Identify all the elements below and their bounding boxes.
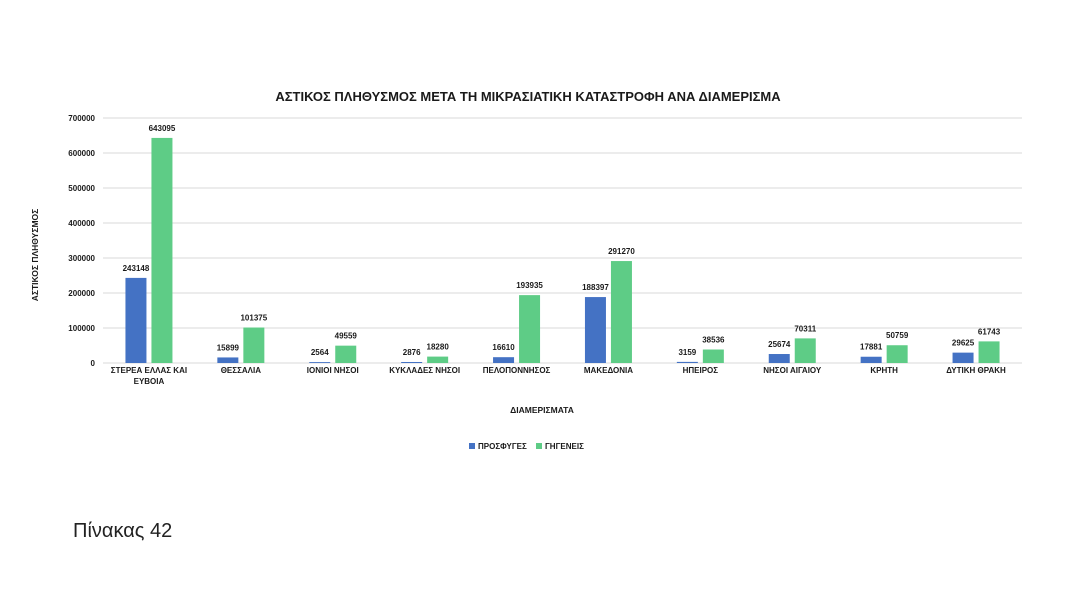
data-label: 2876 xyxy=(403,348,421,357)
bar-natives xyxy=(610,261,632,363)
data-label: 291270 xyxy=(608,247,635,256)
bar-natives xyxy=(335,345,357,363)
y-tick-label: 200000 xyxy=(68,289,95,298)
bars xyxy=(125,137,1000,363)
bar-refugees xyxy=(676,361,698,363)
x-tick-label: ΗΠΕΙΡΟΣ xyxy=(683,366,719,375)
data-label: 188397 xyxy=(582,283,609,292)
data-label: 18280 xyxy=(427,343,450,352)
x-tick-label: ΣΤΕΡΕΑ ΕΛΛΑΣ ΚΑΙ xyxy=(111,366,187,375)
bar-natives xyxy=(978,341,1000,363)
data-labels: 243148 643095 15899 101375 2564 49559 2876 1828… xyxy=(123,124,1001,357)
data-label: 49559 xyxy=(335,332,358,341)
bar-natives xyxy=(427,356,449,363)
legend-swatch xyxy=(469,443,475,449)
y-tick-label: 400000 xyxy=(68,219,95,228)
bar-refugees xyxy=(768,354,790,363)
bar-refugees xyxy=(217,357,239,363)
data-label: 29625 xyxy=(952,339,975,348)
bar-refugees xyxy=(952,352,974,363)
bar-refugees xyxy=(125,277,147,363)
data-label: 243148 xyxy=(123,264,150,273)
data-label: 25674 xyxy=(768,340,791,349)
x-tick-label: ΔΥΤΙΚΗ ΘΡΑΚΗ xyxy=(946,366,1006,375)
y-axis-ticks: 0 100000 200000 300000 400000 500000 600000 700… xyxy=(68,114,95,368)
y-tick-label: 700000 xyxy=(68,114,95,123)
y-tick-label: 0 xyxy=(91,359,96,368)
data-label: 16610 xyxy=(492,343,515,352)
x-tick-label: ΕΥΒΟΙΑ xyxy=(134,377,165,386)
y-axis-title: ΑΣΤΙΚΟΣ ΠΛΗΘΥΣΜΟΣ xyxy=(30,209,40,302)
gridlines xyxy=(103,117,1022,364)
y-tick-label: 600000 xyxy=(68,149,95,158)
bar-natives xyxy=(151,137,173,363)
bar-natives xyxy=(519,295,541,363)
bar-refugees xyxy=(401,361,423,363)
bar-natives xyxy=(243,327,265,363)
x-tick-label: ΚΡΗΤΗ xyxy=(870,366,898,375)
x-axis-title: ΔΙΑΜΕΡΙΣΜΑΤΑ xyxy=(510,405,574,415)
bar-natives xyxy=(886,345,908,363)
data-label: 2564 xyxy=(311,348,329,357)
bar-natives xyxy=(794,338,816,363)
x-axis-ticks: ΣΤΕΡΕΑ ΕΛΛΑΣ ΚΑΙ ΕΥΒΟΙΑ ΘΕΣΣΑΛΙΑ ΙΟΝΙΟΙ ΝΗΣ… xyxy=(111,366,1006,386)
bar-refugees xyxy=(584,297,606,363)
data-label: 70311 xyxy=(794,324,816,333)
data-label: 15899 xyxy=(217,343,240,352)
x-tick-label: ΘΕΣΣΑΛΙΑ xyxy=(221,366,261,375)
legend-label: ΠΡΟΣΦΥΓΕΣ xyxy=(478,442,527,451)
y-tick-label: 100000 xyxy=(68,324,95,333)
y-tick-label: 500000 xyxy=(68,184,95,193)
data-label: 101375 xyxy=(240,314,267,323)
x-tick-label: ΝΗΣΟΙ ΑΙΓΑΙΟΥ xyxy=(763,366,822,375)
data-label: 643095 xyxy=(149,124,176,133)
bar-refugees xyxy=(493,357,515,363)
data-label: 17881 xyxy=(860,343,883,352)
data-label: 50759 xyxy=(886,331,909,340)
data-label: 61743 xyxy=(978,327,1001,336)
bar-refugees xyxy=(860,356,882,363)
y-tick-label: 300000 xyxy=(68,254,95,263)
x-tick-label: ΙΟΝΙΟΙ ΝΗΣΟΙ xyxy=(307,366,359,375)
legend-swatch xyxy=(536,443,542,449)
x-tick-label: ΜΑΚΕΔΟΝΙΑ xyxy=(584,366,633,375)
data-label: 38536 xyxy=(702,336,725,345)
x-tick-label: ΠΕΛΟΠΟΝΝΗΣΟΣ xyxy=(483,366,551,375)
bar-natives xyxy=(702,349,724,363)
caption: Πίνακας 42 xyxy=(73,520,173,542)
chart-title: ΑΣΤΙΚΟΣ ΠΛΗΘΥΣΜΟΣ ΜΕΤΑ ΤΗ ΜΙΚΡΑΣΙΑΤΙΚΗ Κ… xyxy=(275,89,781,104)
legend: ΠΡΟΣΦΥΓΕΣ ΓΗΓΕΝΕΙΣ xyxy=(469,442,584,451)
bar-refugees xyxy=(309,362,331,363)
legend-label: ΓΗΓΕΝΕΙΣ xyxy=(545,442,584,451)
x-tick-label: ΚΥΚΛΑΔΕΣ ΝΗΣΟΙ xyxy=(389,366,460,375)
data-label: 3159 xyxy=(678,348,696,357)
data-label: 193935 xyxy=(516,281,543,290)
